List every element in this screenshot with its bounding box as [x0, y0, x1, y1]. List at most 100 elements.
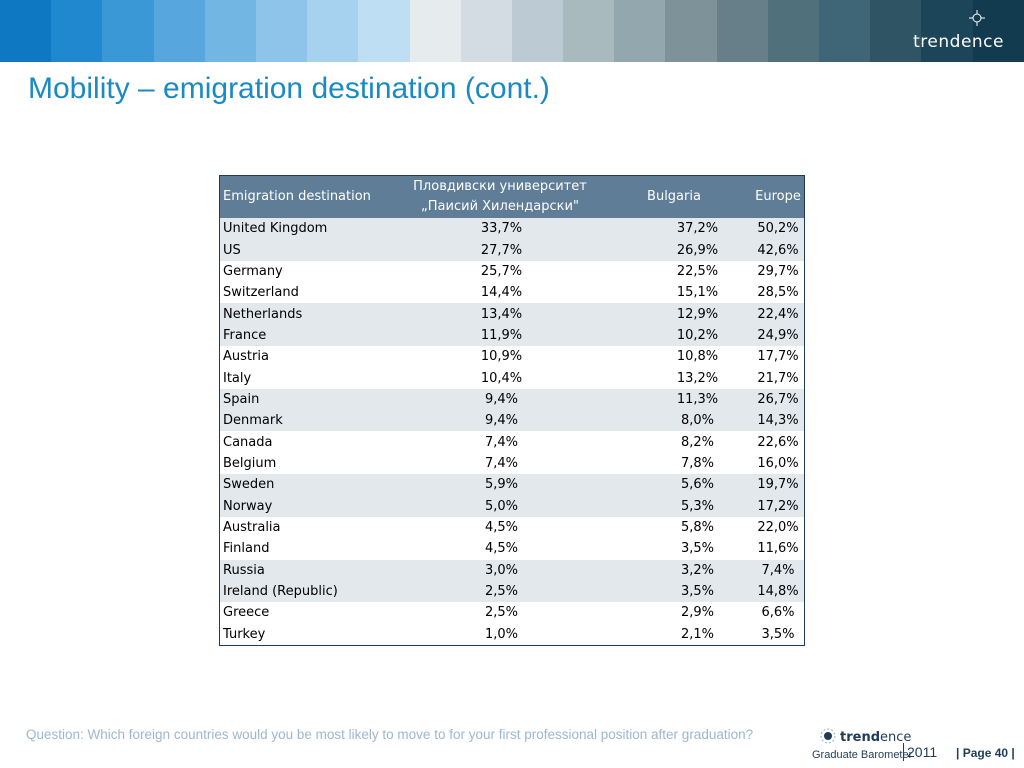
- footer-brand: trendence: [840, 730, 911, 745]
- cell-europe: 11,6%: [757, 541, 799, 557]
- header-band-cell: [563, 0, 615, 62]
- cell-country: Denmark: [223, 413, 283, 429]
- cell-europe: 28,5%: [757, 285, 799, 301]
- header-band-cell: [819, 0, 871, 62]
- header-country: Emigration destination: [223, 189, 371, 204]
- cell-plovdiv: 4,5%: [484, 541, 519, 557]
- cell-europe: 22,4%: [757, 306, 799, 322]
- cell-country: Germany: [223, 263, 283, 279]
- cell-europe: 22,6%: [757, 434, 799, 450]
- table-row: France 11,9% 10,2% 24,9%: [219, 324, 805, 347]
- header-band-cell: [153, 0, 205, 62]
- cell-plovdiv: 33,7%: [480, 221, 523, 237]
- cell-plovdiv: 2,5%: [484, 584, 519, 600]
- table-row: Sweden 5,9% 5,6% 19,7%: [219, 474, 805, 496]
- cell-country: Austria: [223, 349, 269, 365]
- logo-mark-icon: [969, 10, 985, 26]
- footer-brand-bold: trend: [840, 730, 881, 745]
- table-row: Belgium 7,4% 7,8% 16,0%: [220, 453, 805, 474]
- table-row: United Kingdom 33,7% 37,2% 50,2%: [219, 218, 805, 240]
- cell-bulgaria: 5,3%: [680, 498, 715, 514]
- table-row: Netherlands 13,4% 12,9% 22,4%: [219, 303, 805, 325]
- header-band-cell: [255, 0, 308, 62]
- cell-europe: 22,0%: [757, 519, 799, 535]
- header-plovdiv: Пловдивски университет „Паисий Хилендарс…: [404, 176, 596, 219]
- cell-plovdiv: 1,0%: [484, 626, 519, 642]
- cell-country: Switzerland: [223, 285, 299, 301]
- cell-europe: 14,8%: [757, 584, 799, 600]
- header-band-cell: [307, 0, 359, 62]
- header-band-cell: [921, 0, 973, 62]
- footer-logo: trendence Graduate Barometer 2011: [810, 726, 940, 764]
- cell-bulgaria: 3,2%: [680, 562, 715, 578]
- cell-country: Canada: [223, 434, 273, 450]
- cell-europe: 16,0%: [757, 455, 799, 471]
- table-row: Turkey 1,0% 2,1% 3,5%: [220, 624, 805, 646]
- table-row: Finland 4,5% 3,5% 11,6%: [220, 538, 805, 559]
- header-band-cell: [665, 0, 717, 62]
- cell-country: Russia: [223, 562, 265, 578]
- cell-bulgaria: 37,2%: [676, 221, 719, 237]
- cell-plovdiv: 14,4%: [480, 285, 523, 301]
- cell-bulgaria: 2,1%: [680, 626, 715, 642]
- cell-plovdiv: 10,9%: [480, 349, 523, 365]
- header-logo: trendence: [913, 32, 1004, 52]
- cell-bulgaria: 22,5%: [676, 263, 719, 279]
- footer-question: Question: Which foreign countries would …: [26, 727, 754, 742]
- header-plovdiv-line1: Пловдивски университет: [413, 179, 587, 194]
- cell-country: Greece: [223, 605, 270, 621]
- cell-plovdiv: 10,4%: [480, 370, 523, 386]
- header-band-cell: [102, 0, 154, 62]
- table-body: United Kingdom 33,7% 37,2% 50,2% US 27,7% 26,9…: [219, 218, 805, 646]
- cell-europe: 21,7%: [757, 370, 799, 386]
- cell-country: Finland: [223, 541, 270, 557]
- footer-year: 2011: [903, 743, 937, 761]
- cell-bulgaria: 5,8%: [680, 519, 715, 535]
- cell-europe: 14,3%: [757, 413, 799, 429]
- table-row: Canada 7,4% 8,2% 22,6%: [220, 431, 805, 452]
- cell-bulgaria: 7,8%: [680, 455, 715, 471]
- cell-country: Ireland (Republic): [223, 584, 338, 600]
- cell-europe: 7,4%: [761, 562, 795, 578]
- table-row: Germany 25,7% 22,5% 29,7%: [220, 261, 805, 282]
- table-row: Russia 3,0% 3,2% 7,4%: [219, 559, 805, 581]
- cell-bulgaria: 8,2%: [680, 434, 715, 450]
- cell-plovdiv: 9,4%: [484, 391, 519, 407]
- cell-europe: 24,9%: [757, 327, 799, 343]
- header-band-cell: [0, 0, 52, 62]
- cell-bulgaria: 15,1%: [676, 285, 719, 301]
- footer-logo-mark-icon: [820, 728, 836, 744]
- page-number: | Page 40 |: [956, 746, 1015, 760]
- cell-plovdiv: 4,5%: [484, 519, 519, 535]
- cell-country: France: [223, 327, 267, 343]
- cell-country: Norway: [223, 498, 273, 514]
- cell-country: United Kingdom: [223, 221, 328, 237]
- cell-plovdiv: 7,4%: [484, 434, 519, 450]
- cell-plovdiv: 7,4%: [484, 455, 519, 471]
- table-row: Switzerland 14,4% 15,1% 28,5%: [220, 282, 805, 303]
- header-band-cell: [51, 0, 103, 62]
- cell-plovdiv: 27,7%: [480, 242, 523, 258]
- table-row: Australia 4,5% 5,8% 22,0%: [220, 517, 805, 538]
- cell-bulgaria: 12,9%: [676, 306, 719, 322]
- footer-subtitle: Graduate Barometer: [812, 749, 913, 761]
- header-band-cell: [460, 0, 512, 62]
- cell-bulgaria: 3,5%: [680, 584, 715, 600]
- table-row: Austria 10,9% 10,8% 17,7%: [220, 346, 805, 367]
- cell-plovdiv: 13,4%: [480, 306, 523, 322]
- cell-bulgaria: 8,0%: [680, 413, 715, 429]
- table-row: Greece 2,5% 2,9% 6,6%: [220, 602, 805, 623]
- cell-country: Australia: [223, 519, 281, 535]
- table-row: Norway 5,0% 5,3% 17,2%: [219, 495, 805, 517]
- header-band-cell: [614, 0, 666, 62]
- cell-europe: 6,6%: [761, 605, 795, 621]
- cell-bulgaria: 13,2%: [676, 370, 719, 386]
- header-band-cell: [870, 0, 922, 62]
- cell-plovdiv: 3,0%: [484, 562, 519, 578]
- table-row: Italy 10,4% 13,2% 21,7%: [220, 367, 805, 388]
- header-band-cell: [358, 0, 410, 62]
- table-row: Denmark 9,4% 8,0% 14,3%: [219, 410, 805, 432]
- table-row: Ireland (Republic) 2,5% 3,5% 14,8%: [219, 580, 805, 603]
- page-title: Mobility – emigration destination (cont.…: [28, 72, 550, 105]
- header-band-cell: [767, 0, 819, 62]
